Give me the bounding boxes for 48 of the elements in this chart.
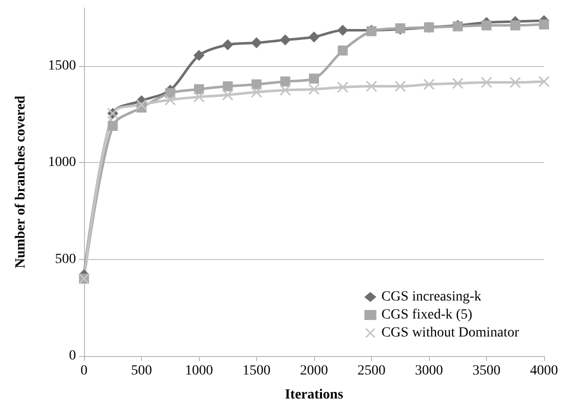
x-tick-label: 3500 [472,364,500,378]
point [251,86,262,98]
point [482,20,492,30]
point [108,120,118,131]
point [337,24,348,36]
point [366,80,377,92]
point [222,81,233,92]
x-axis-title: Iterations [284,388,344,402]
point [539,19,549,30]
x-tick-label: 2500 [358,364,386,378]
point [194,91,204,102]
x-tick-label: 0 [80,364,88,378]
point [424,78,434,90]
x-tick-label: 2000 [300,364,328,378]
point [309,74,319,84]
point [538,76,550,87]
point [338,46,348,56]
legend-label: CGS fixed-k (5) [381,308,473,322]
y-tick-label: 1500 [48,58,76,74]
point [222,90,234,100]
point [194,84,204,94]
point [136,99,147,110]
x-tick-label: 3000 [415,364,443,378]
y-tick-label: 500 [55,252,76,267]
x-tick-label: 1500 [242,364,270,378]
point [280,76,290,86]
point [337,82,348,93]
point [194,50,204,61]
point [222,39,234,50]
x-tick-label: 500 [131,364,152,378]
point [510,76,521,88]
x-tick-label: 1000 [185,364,213,378]
point [280,84,291,96]
point [452,78,464,89]
point [164,94,176,106]
x-tick-label: 4000 [530,364,558,378]
point [394,80,406,92]
point [481,76,492,88]
y-tick-label: 0 [69,348,76,364]
legend-label: CGS increasing-k [381,290,482,304]
y-tick-label: 1000 [48,155,76,170]
point [308,32,320,42]
legend-label: CGS without Dominator [381,326,520,340]
point [280,34,291,46]
y-axis-title: Number of branches covered [14,96,28,268]
point [308,84,320,95]
point [510,20,520,30]
point [251,37,262,48]
